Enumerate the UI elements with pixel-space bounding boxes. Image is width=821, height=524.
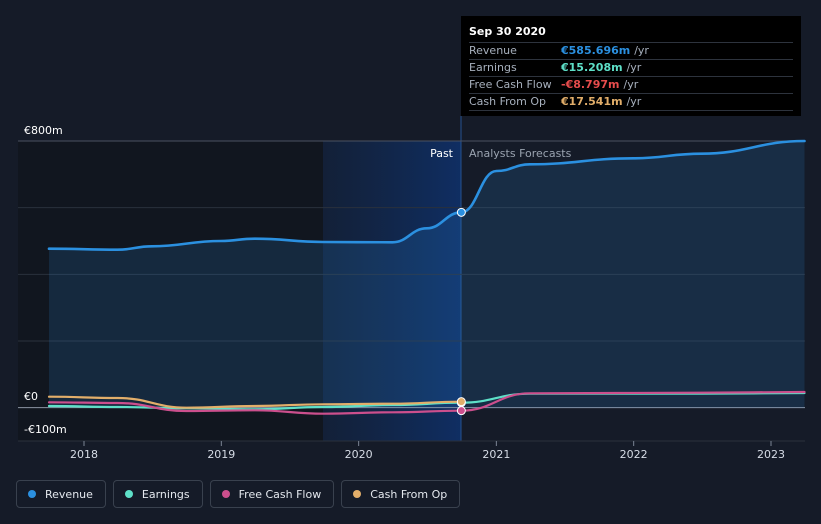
revenue-area	[49, 141, 805, 408]
legend-dot-icon	[28, 490, 36, 498]
tooltip-row-unit: /yr	[626, 61, 642, 74]
x-tick-label: 2019	[207, 448, 235, 461]
x-tick-label: 2018	[70, 448, 98, 461]
tooltip-row-revenue: Revenue €585.696m /yr	[469, 42, 793, 59]
cash-from-op-line	[47, 395, 463, 409]
y-label-top: €800m	[24, 124, 63, 137]
legend-item-cash-from-op[interactable]: Cash From Op	[341, 480, 461, 508]
legend-label: Free Cash Flow	[238, 487, 322, 501]
x-axis-ticks: 2018 2019 2020 2021 2022 2023	[70, 441, 785, 461]
past-highlight-band	[323, 141, 461, 441]
past-label: Past	[430, 147, 454, 160]
legend-dot-icon	[221, 490, 230, 498]
free-cash-flow-point-marker	[456, 406, 466, 416]
tooltip-row-name: Free Cash Flow	[469, 78, 552, 91]
chart-legend: Revenue Earnings Free Cash Flow Cash Fro…	[16, 480, 461, 508]
legend-item-earnings[interactable]: Earnings	[112, 480, 203, 508]
tooltip-row-value: €585.696m	[561, 44, 631, 57]
tooltip-row-unit: /yr	[623, 78, 639, 91]
x-tick-label: 2021	[482, 448, 510, 461]
legend-label: Cash From Op	[370, 487, 448, 501]
tooltip-row-earnings: Earnings €15.208m /yr	[469, 59, 793, 76]
series-lines	[47, 139, 806, 415]
tooltip-row-name: Revenue	[469, 44, 517, 57]
x-tick-label: 2020	[345, 448, 373, 461]
x-tick-label: 2023	[757, 448, 785, 461]
tooltip-date: Sep 30 2020	[469, 25, 546, 38]
cash-from-op-point-marker	[456, 397, 466, 407]
forecast-label: Analysts Forecasts	[469, 147, 572, 160]
tooltip-row-value: €15.208m	[561, 61, 623, 74]
x-tick-label: 2022	[620, 448, 648, 461]
free-cash-flow-line	[47, 390, 806, 415]
revenue-point-marker	[456, 207, 466, 217]
past-history-band	[18, 141, 323, 441]
y-label-zero: €0	[24, 390, 38, 403]
tooltip-row-unit: /yr	[626, 95, 642, 108]
tooltip-row-value: €17.541m	[561, 95, 623, 108]
tooltip-row-free-cash-flow: Free Cash Flow -€8.797m /yr	[469, 76, 793, 93]
series-areas	[49, 141, 805, 408]
tooltip-row-value: -€8.797m	[561, 78, 620, 91]
legend-dot-icon	[124, 490, 133, 498]
tooltip-row-unit: /yr	[634, 44, 649, 57]
legend-item-revenue[interactable]: Revenue	[16, 480, 106, 508]
tooltip-row-cash-from-op: Cash From Op €17.541m /yr	[469, 93, 793, 111]
legend-label: Revenue	[45, 487, 93, 501]
legend-dot-icon	[353, 490, 362, 498]
hover-tooltip: Sep 30 2020 Revenue €585.696m /yr Earnin…	[461, 16, 801, 116]
revenue-line	[47, 139, 806, 252]
legend-item-free-cash-flow[interactable]: Free Cash Flow	[209, 480, 335, 508]
y-label-bottom: -€100m	[24, 423, 67, 436]
series-markers	[456, 207, 466, 416]
legend-label: Earnings	[141, 487, 190, 501]
tooltip-row-name: Earnings	[469, 61, 517, 74]
tooltip-row-name: Cash From Op	[469, 95, 547, 108]
